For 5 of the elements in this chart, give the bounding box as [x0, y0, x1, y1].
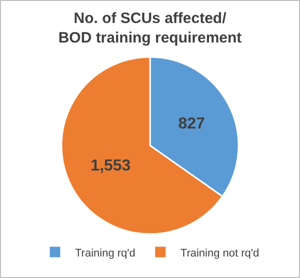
data-label: 1,553: [90, 157, 131, 174]
chart-title: No. of SCUs affected/ BOD training requirement: [58, 10, 242, 47]
data-label: 827: [178, 115, 206, 132]
legend-label: Training rq'd: [75, 247, 136, 260]
legend-label: Training not rq'd: [180, 247, 260, 260]
